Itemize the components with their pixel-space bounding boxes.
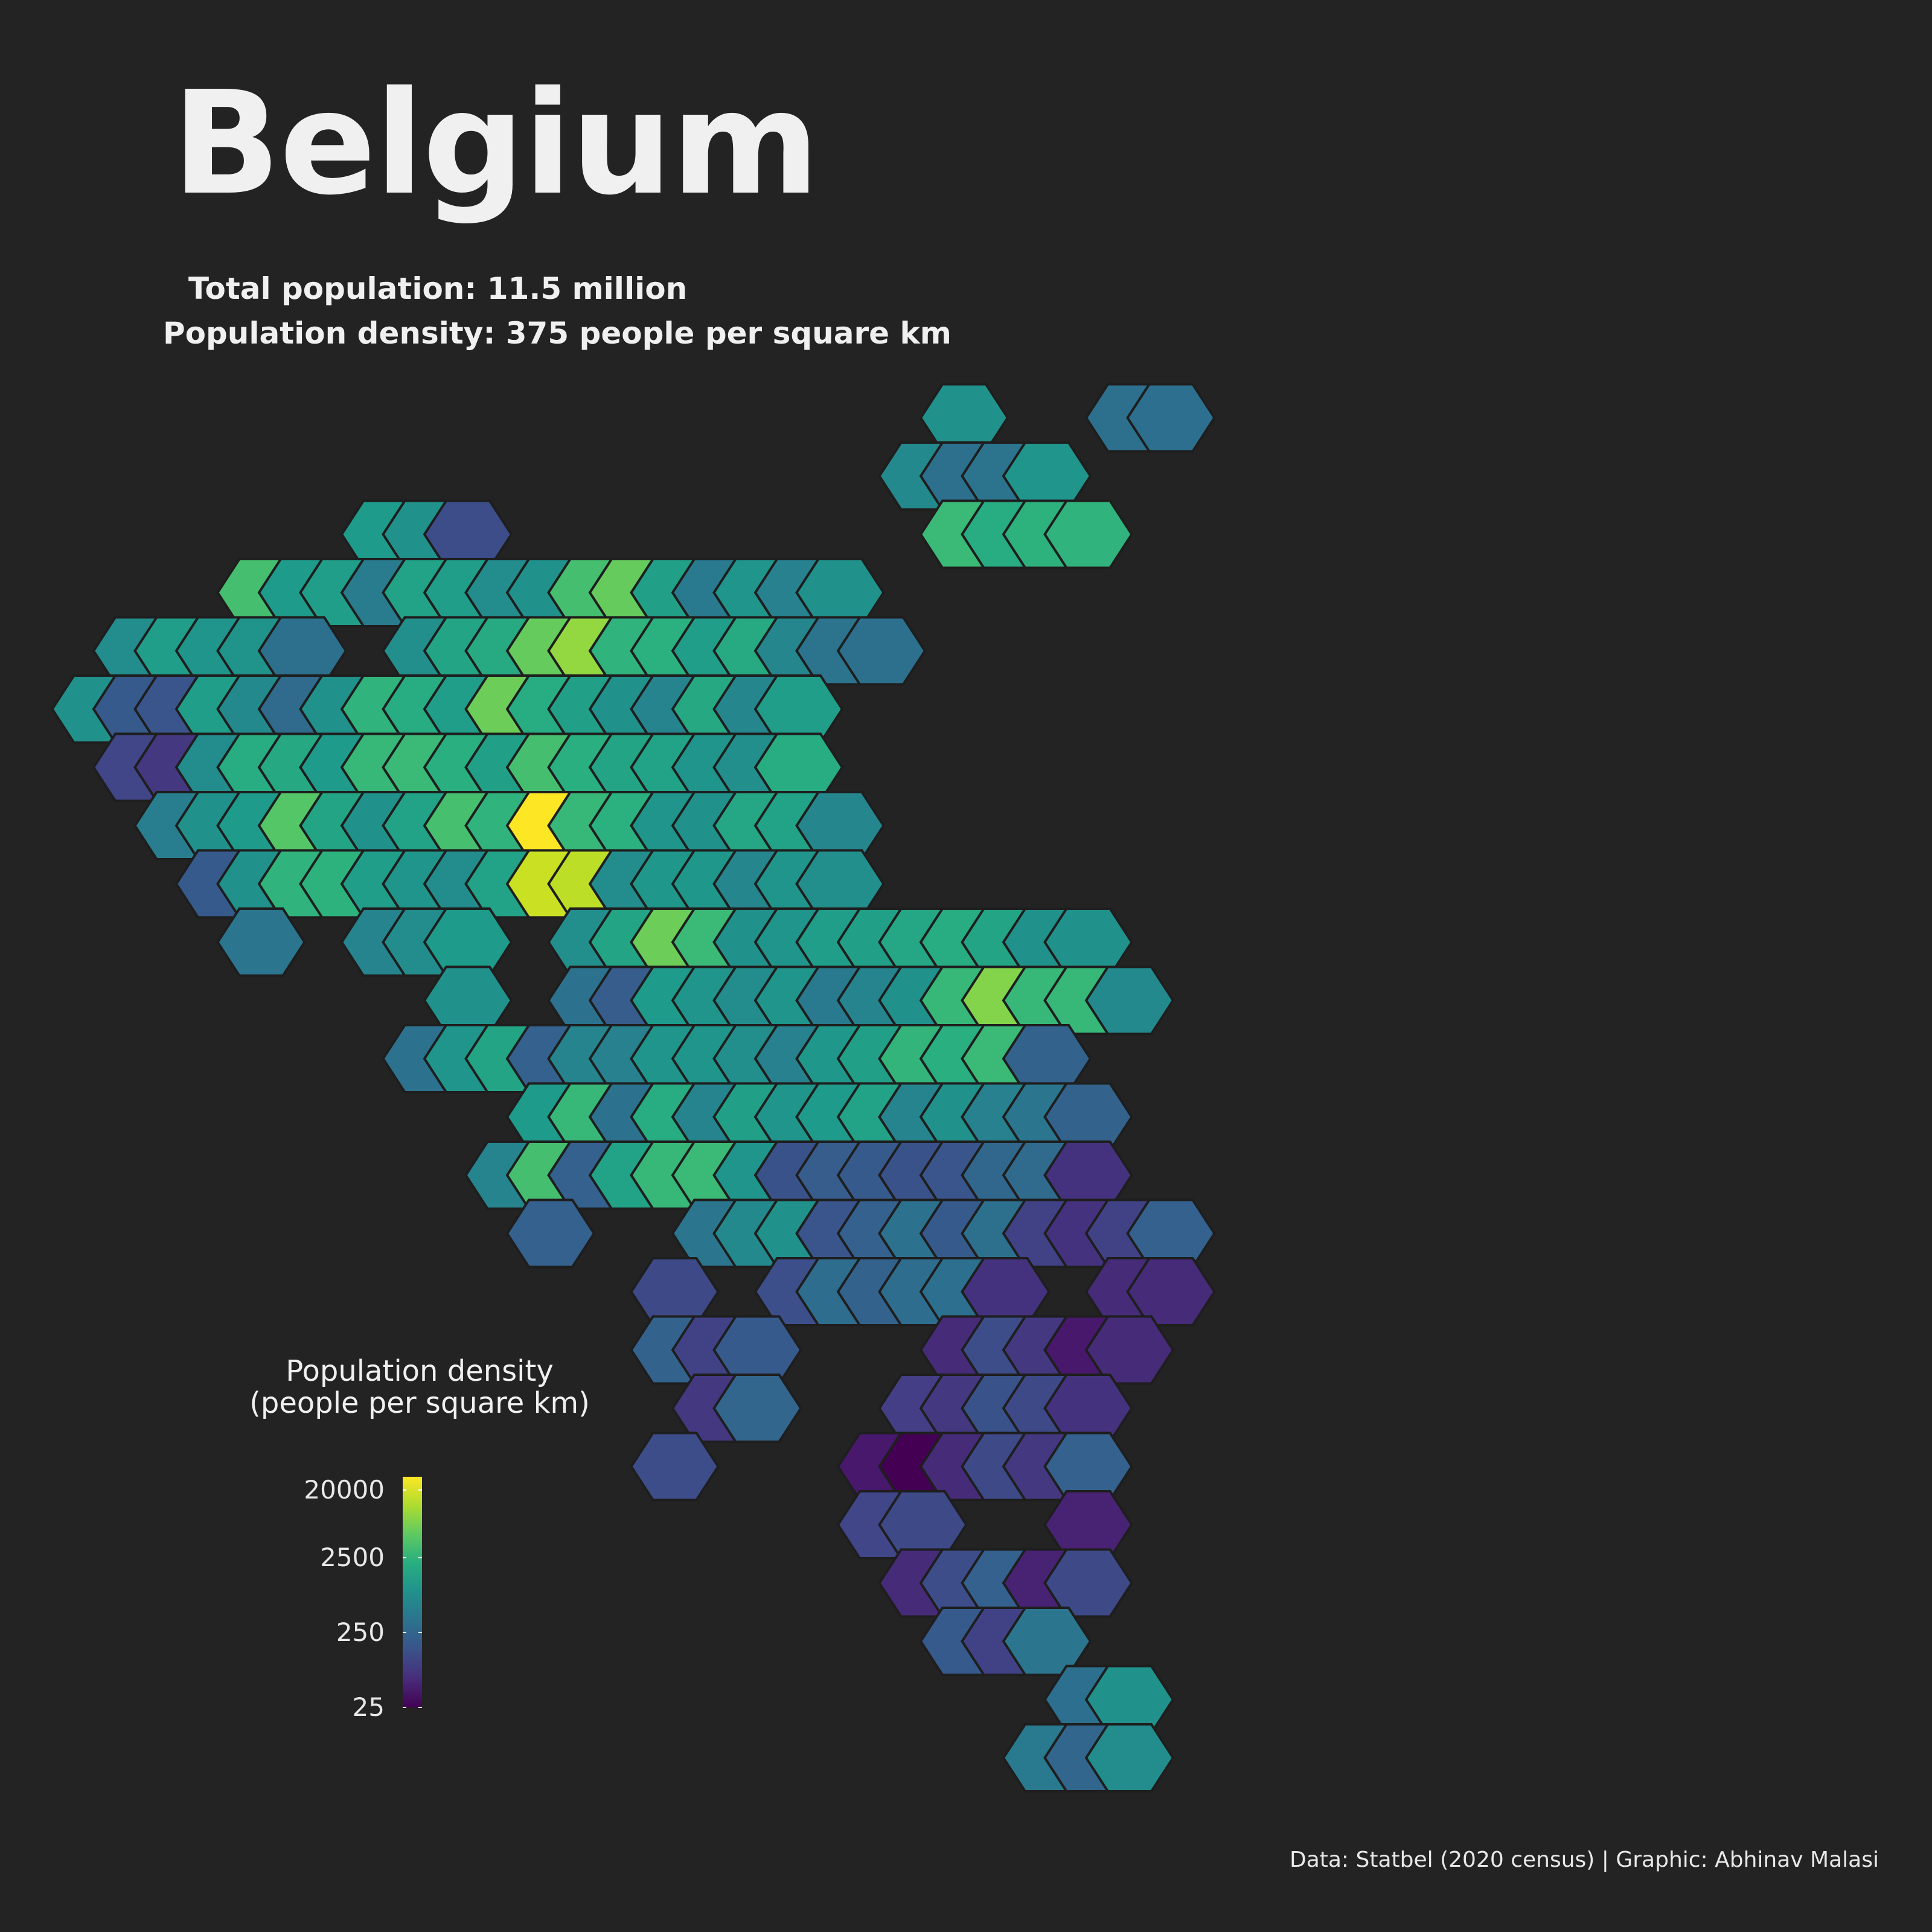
hex-cell bbox=[630, 1431, 720, 1502]
source-caption: Data: Statbel (2020 census) | Graphic: A… bbox=[1289, 1847, 1879, 1872]
map-title: Belgium bbox=[172, 60, 820, 226]
hex-cell bbox=[1126, 383, 1216, 453]
hex-cell bbox=[919, 383, 1009, 453]
hex-cell bbox=[1084, 1723, 1175, 1793]
hex-cell bbox=[1043, 1548, 1133, 1618]
hex-cell bbox=[505, 1198, 596, 1268]
hex-cell bbox=[1043, 499, 1133, 569]
population-density-stat: Population density: 375 people per squar… bbox=[163, 316, 952, 351]
legend-title: Population density (people per square km… bbox=[205, 1355, 634, 1419]
legend-title-line1: Population density bbox=[286, 1354, 554, 1388]
total-population-stat: Total population: 11.5 million bbox=[188, 271, 688, 306]
hex-cell bbox=[1084, 1315, 1175, 1385]
hex-cell bbox=[1084, 965, 1175, 1035]
hex-cell bbox=[836, 616, 927, 686]
hex-cell bbox=[712, 1374, 802, 1443]
hex-cell bbox=[423, 965, 513, 1035]
hex-cell bbox=[216, 907, 306, 977]
hex-cell bbox=[1126, 1257, 1216, 1326]
hex-cell bbox=[630, 1257, 720, 1326]
hex-cell bbox=[1043, 1490, 1133, 1559]
legend-title-line2: (people per square km) bbox=[249, 1386, 590, 1420]
